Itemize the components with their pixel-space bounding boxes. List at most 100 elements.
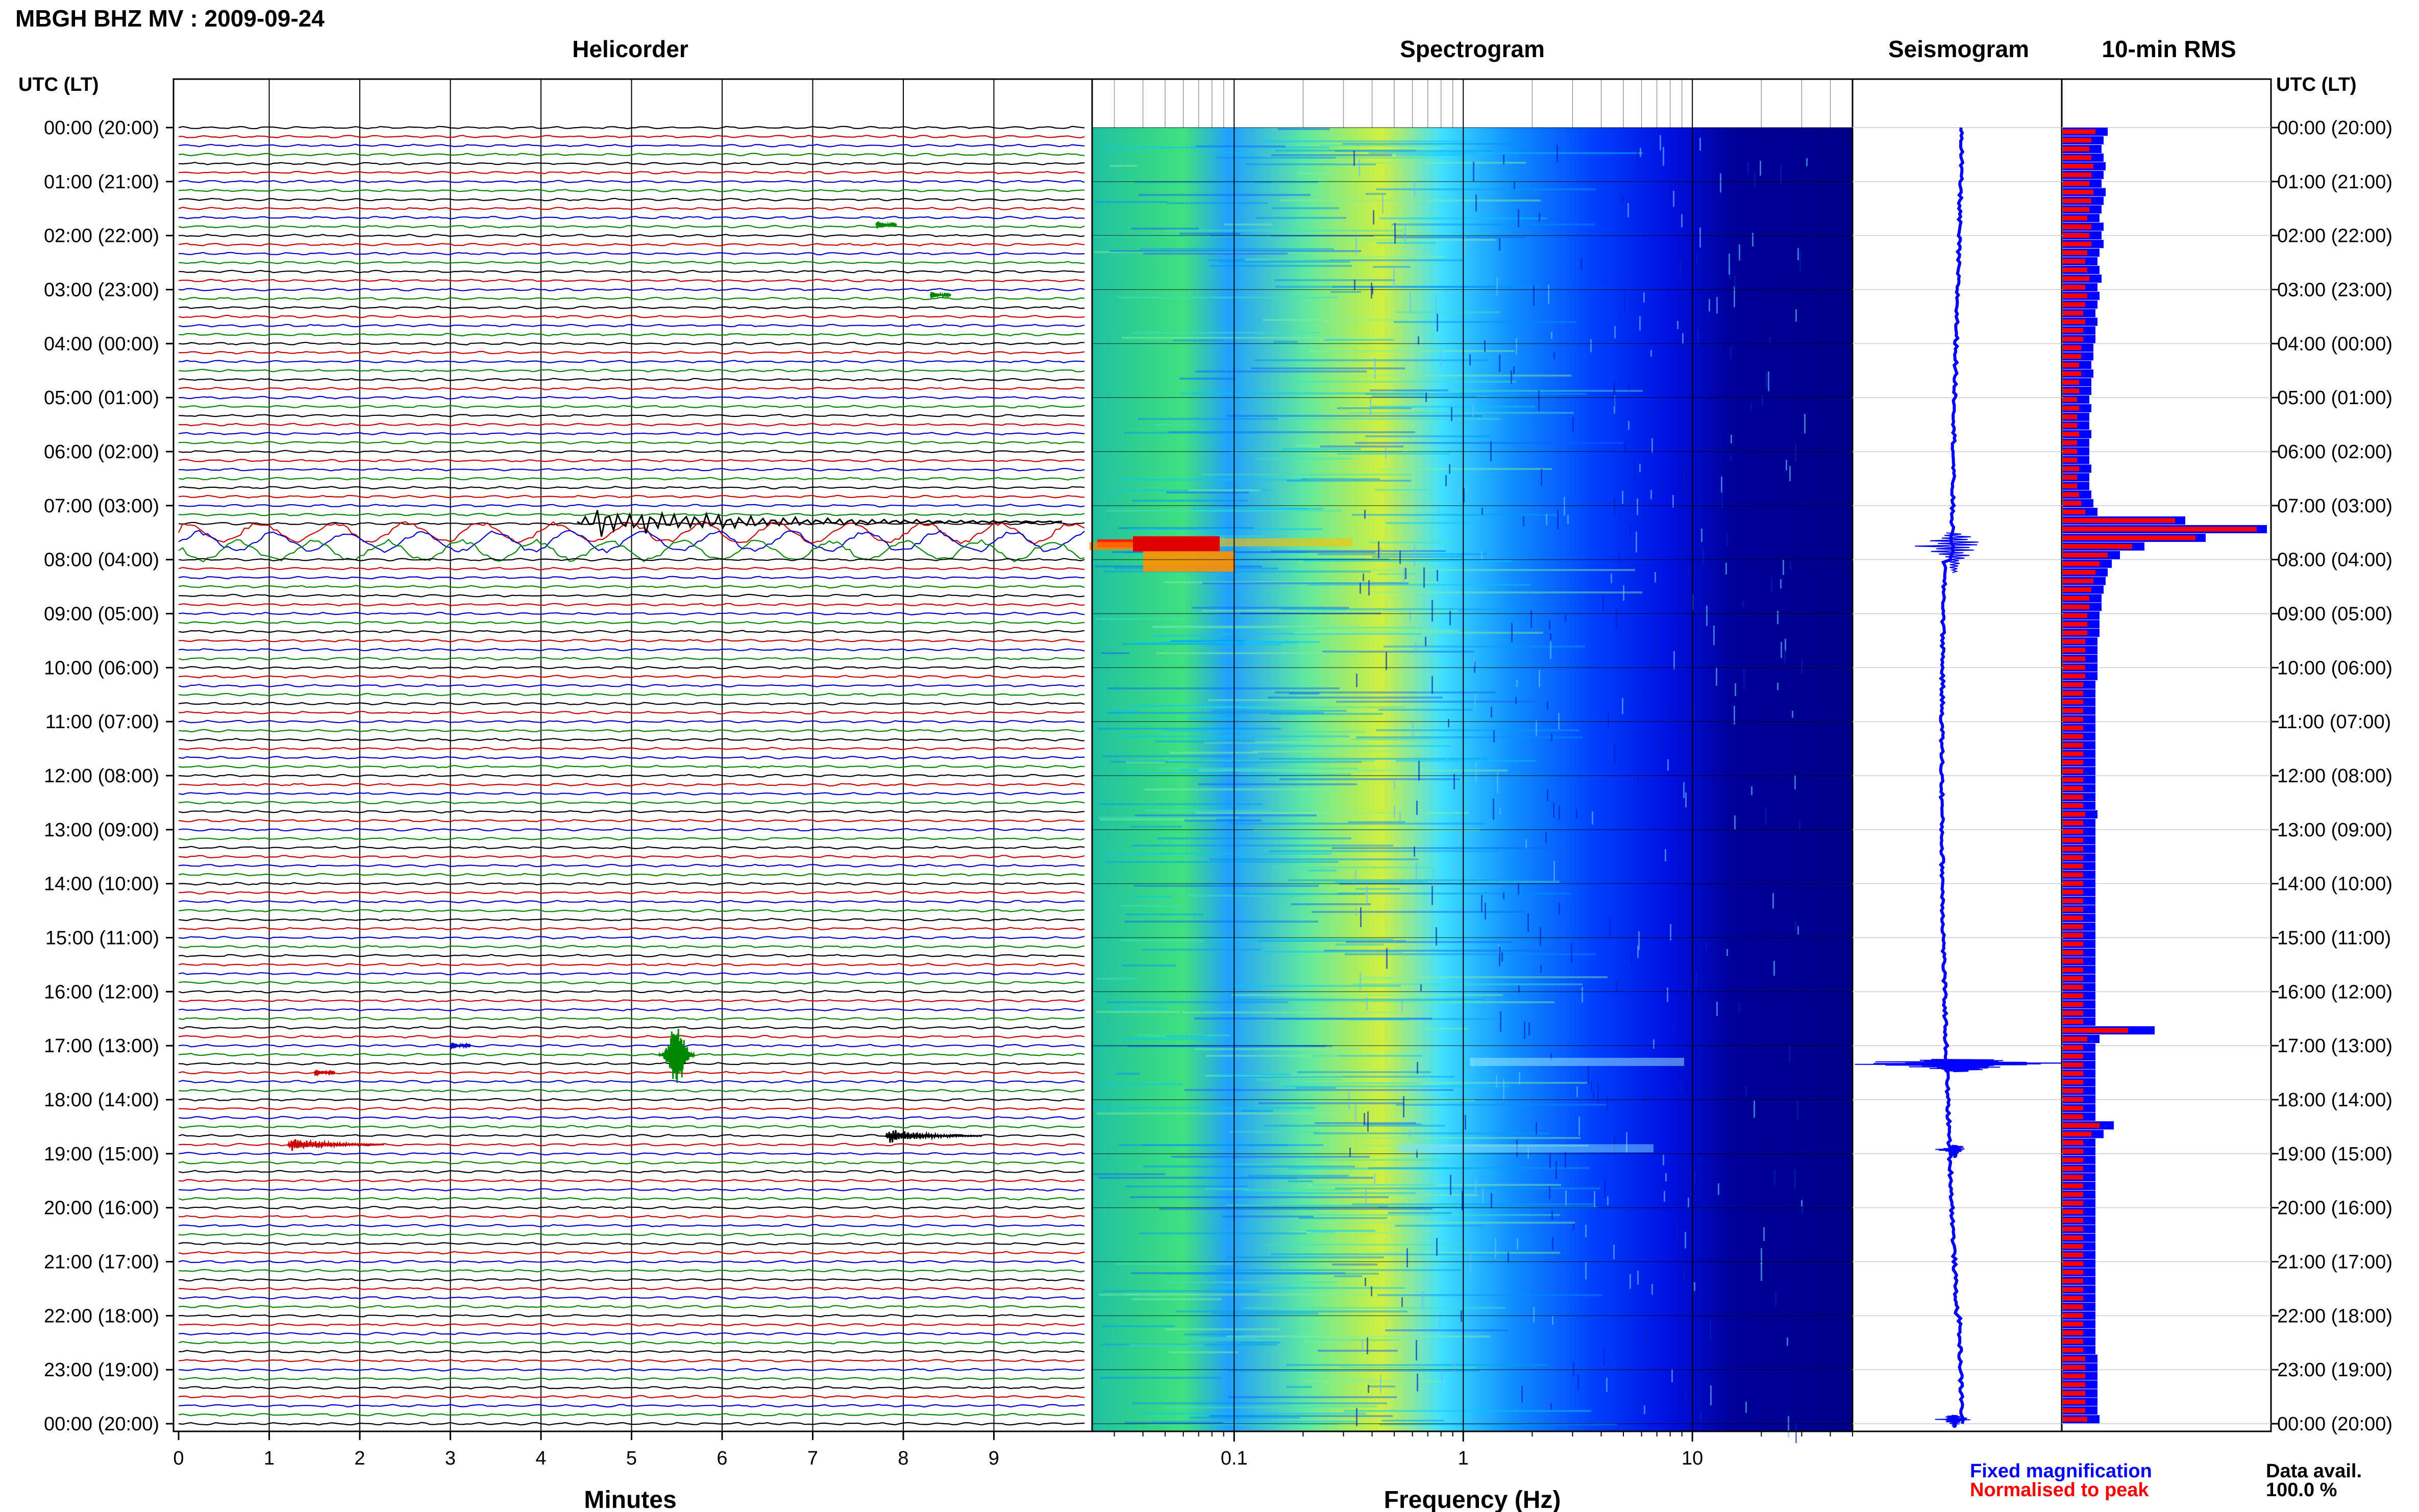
spectrogram-streak — [1266, 1244, 1463, 1246]
spectrogram-speckle — [1628, 383, 1630, 391]
spectrogram-streak — [1195, 1176, 1243, 1178]
helicorder-trace — [178, 459, 1085, 463]
spectrogram-speckle — [1795, 1422, 1797, 1444]
helicorder-x-axis: 0 1 2 3 4 5 6 7 8 9 — [173, 1431, 999, 1469]
spectrogram-speckle — [1364, 510, 1366, 519]
spectrogram-streak — [1193, 508, 1323, 510]
spectrogram-streak — [1117, 1073, 1140, 1075]
spectrogram-streak — [1295, 632, 1543, 634]
time-axis-right: 00:00 (20:00) 01:00 (21:00) 02:00 (22:00) 0… — [2271, 117, 2392, 1435]
rms-bar-normalised — [2063, 492, 2079, 497]
spectrogram-speckle — [1772, 893, 1774, 909]
spectrogram-streak — [1309, 350, 1515, 352]
helicorder-trace — [178, 720, 1085, 724]
time-label-left: 00:00 (20:00) — [44, 1414, 159, 1435]
rms-bar-normalised — [2063, 1209, 2083, 1214]
rms-bar-normalised — [2063, 189, 2093, 195]
rms-bar-normalised — [2063, 1028, 2128, 1033]
rms-bar-normalised — [2063, 1114, 2083, 1120]
spectrogram-speckle — [1485, 903, 1486, 920]
spectrogram-speckle — [1624, 293, 1625, 312]
spectrogram-streak — [1318, 1350, 1398, 1352]
spectrogram-streak — [1231, 994, 1503, 996]
spectrogram-speckle — [1735, 683, 1736, 696]
spectrogram-speckle — [1780, 165, 1782, 184]
seismogram-event — [1855, 1059, 2092, 1073]
helicorder-trace — [178, 1116, 1085, 1120]
rms-bar-normalised — [2063, 777, 2083, 782]
spectrogram-streak — [1135, 814, 1317, 816]
spectrogram-streak — [1347, 239, 1495, 241]
spectrogram-streak — [1099, 853, 1331, 855]
spectrogram-speckle — [1630, 1274, 1631, 1289]
spectrogram-streak — [1119, 527, 1254, 529]
spectrogram-streak — [1182, 1011, 1408, 1013]
spectrogram-streak — [1213, 1312, 1318, 1315]
spectrogram-streak — [1227, 1076, 1454, 1078]
spectrogram-streak — [1204, 741, 1366, 743]
spectrogram-streak — [1384, 646, 1585, 648]
spectrogram-speckle — [1556, 1161, 1557, 1179]
rms-bar-normalised — [2063, 1322, 2083, 1327]
spectrogram-streak — [1244, 1307, 1505, 1309]
spectrogram-speckle — [1406, 1248, 1408, 1268]
spectrogram-speckle — [1572, 417, 1574, 432]
helicorder-trace — [178, 162, 1085, 166]
helicorder-trace — [178, 520, 1085, 544]
spectrogram-speckle — [1499, 238, 1500, 251]
helicorder-trace — [178, 935, 1085, 939]
spectrogram-title: Spectrogram — [1400, 36, 1545, 62]
rms-bar-normalised — [2063, 285, 2085, 290]
spectrogram-speckle — [1491, 1193, 1492, 1208]
rms-bar-normalised — [2063, 1252, 2083, 1257]
spectrogram-streak — [1346, 941, 1512, 943]
spectrogram-speckle — [1416, 801, 1418, 815]
spectrogram-speckle — [1513, 366, 1515, 374]
helicorder-trace — [178, 423, 1085, 427]
rms-bar-normalised — [2063, 1270, 2083, 1275]
spectrogram-speckle — [1754, 173, 1756, 188]
spectrogram-streak — [1337, 162, 1526, 164]
helicorder-trace — [178, 1152, 1085, 1156]
helicorder-trace — [178, 918, 1085, 922]
spectrogram-speckle — [1431, 676, 1433, 694]
helicorder-trace — [178, 1026, 1085, 1030]
spectrogram-streak — [1205, 1188, 1249, 1190]
spectrogram-streak — [1373, 266, 1410, 268]
spectrogram-streak — [1229, 823, 1485, 825]
spectrogram-streak — [1312, 1214, 1560, 1216]
spectrogram-speckle — [1475, 761, 1477, 783]
spectrogram-speckle — [1792, 711, 1793, 718]
helicorder-trace — [178, 1313, 1085, 1318]
spectrogram-speckle — [1449, 611, 1451, 626]
spectrogram-streak — [1155, 424, 1195, 426]
spectrogram-speckle — [1622, 698, 1623, 714]
spectrogram-streak — [1226, 1335, 1490, 1337]
spectrogram-speckle — [1794, 775, 1796, 789]
spectrogram-speckle — [1774, 1170, 1775, 1185]
spectrogram-streak — [1335, 150, 1492, 152]
spectrogram-speckle — [1355, 1104, 1356, 1122]
spectrogram-streak — [1112, 551, 1375, 553]
time-label-left: 18:00 (14:00) — [44, 1089, 159, 1111]
spectrogram-speckle — [1630, 524, 1631, 538]
rms-bar-normalised — [2063, 1036, 2087, 1042]
spectrogram-streak — [1112, 710, 1139, 712]
spectrogram-streak — [1307, 870, 1337, 872]
spectrogram-speckle — [1667, 759, 1669, 771]
spectrogram-grid — [1092, 79, 1853, 1431]
spectrogram-streak — [1306, 1230, 1375, 1232]
spectrogram-streak — [1102, 1290, 1260, 1292]
helicorder-trace — [178, 1341, 1085, 1345]
time-label-left: 17:00 (13:00) — [44, 1035, 159, 1057]
rms-bar-normalised — [2063, 889, 2083, 895]
spectrogram-speckle — [1354, 280, 1355, 290]
spectrogram-streak — [1272, 207, 1339, 209]
spectrogram-streak — [1124, 432, 1260, 434]
spectrogram-streak — [1299, 1217, 1387, 1219]
spectrogram-streak — [1125, 913, 1203, 915]
helicorder-trace — [178, 1422, 1085, 1426]
spectrogram-streak — [1313, 881, 1560, 883]
spectrogram-speckle — [1710, 1319, 1711, 1341]
spectrogram-speckle — [1697, 328, 1699, 346]
